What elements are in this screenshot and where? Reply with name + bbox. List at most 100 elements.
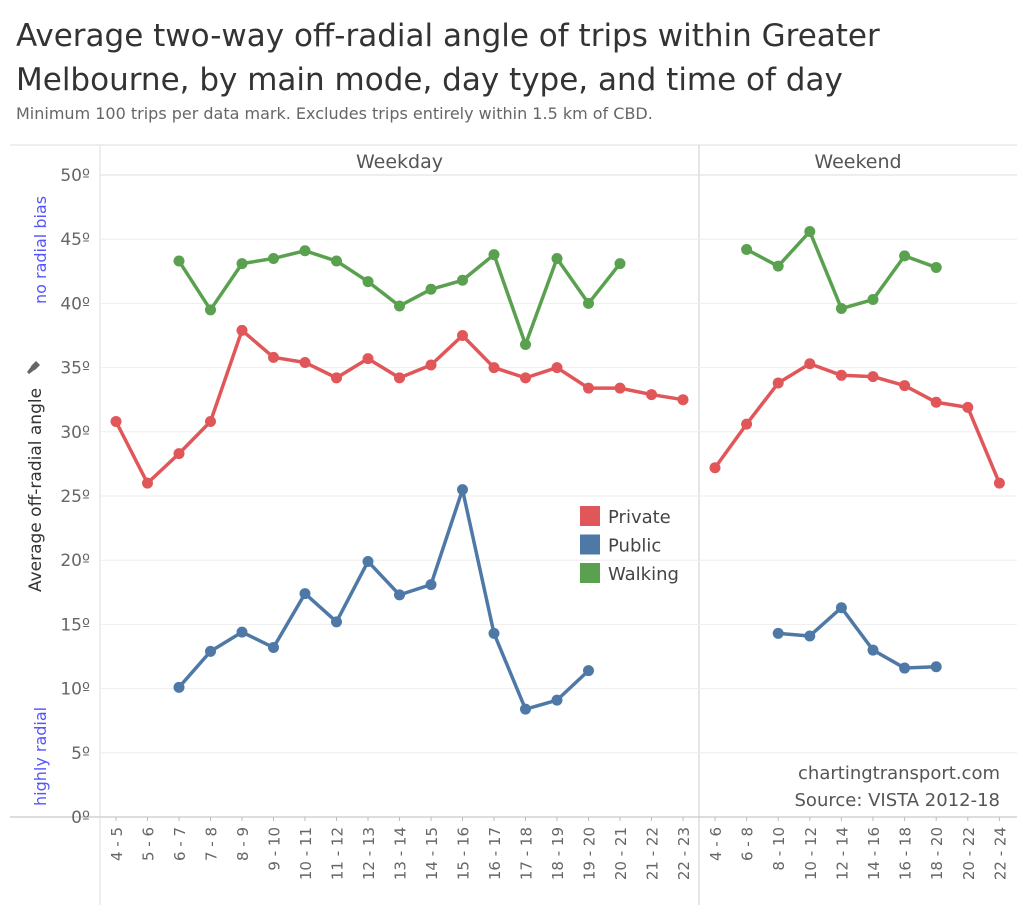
data-point-private: [804, 358, 816, 370]
legend-label-walking: Walking: [608, 564, 679, 585]
data-point-walking: [867, 294, 879, 306]
x-tick-label: 10 - 11: [297, 827, 315, 880]
y-tick-label: 45º: [60, 230, 90, 250]
data-point-public: [457, 484, 468, 496]
x-tick-label: 4 - 6: [707, 827, 725, 861]
data-point-walking: [173, 255, 185, 267]
data-point-private: [362, 353, 374, 365]
annotation-highly-radial: highly radial: [31, 707, 50, 806]
series-line-public-weekend: [778, 605, 937, 670]
y-tick-label: 50º: [60, 166, 90, 186]
data-point-private: [867, 371, 879, 383]
x-tick-label: 13 - 14: [392, 827, 410, 880]
y-tick-label: 0º: [71, 808, 90, 828]
x-tick-label: 10 - 12: [802, 827, 820, 880]
data-point-walking: [930, 261, 942, 273]
data-point-walking: [899, 250, 911, 262]
legend-swatch-private: [580, 506, 600, 526]
legend-label-private: Private: [608, 507, 671, 528]
x-tick-label: 14 - 16: [865, 827, 883, 880]
panel-header-weekday: Weekday: [356, 151, 443, 173]
data-point-private: [835, 369, 847, 381]
x-tick-label: 9 - 10: [266, 827, 284, 871]
series-line-private-weekend: [713, 361, 1002, 484]
data-point-private: [899, 380, 911, 392]
data-point-walking: [205, 304, 216, 316]
data-point-private: [205, 416, 216, 428]
data-point-private: [394, 372, 405, 384]
data-point-walking: [362, 276, 374, 288]
data-point-private: [425, 359, 437, 371]
data-point-public: [236, 626, 248, 638]
x-tick-label: 18 - 19: [549, 827, 567, 880]
data-point-walking: [299, 245, 311, 257]
data-point-private: [173, 448, 185, 460]
x-tick-label: 6 - 7: [171, 827, 189, 861]
x-tick-label: 12 - 14: [833, 827, 851, 880]
data-point-private: [110, 416, 122, 428]
y-tick-label: 20º: [60, 551, 90, 571]
data-point-public: [331, 616, 342, 628]
x-tick-label: 19 - 20: [581, 827, 599, 880]
data-point-public: [173, 681, 185, 693]
data-point-walking: [236, 258, 248, 270]
data-point-private: [236, 324, 248, 336]
data-point-public: [867, 644, 879, 656]
data-point-public: [268, 642, 279, 654]
x-tick-label: 16 - 18: [897, 827, 915, 880]
data-point-public: [930, 661, 942, 673]
y-tick-label: 35º: [60, 359, 90, 379]
x-tick-label: 20 - 21: [612, 827, 630, 880]
x-tick-label: 18 - 20: [928, 827, 946, 880]
x-tick-label: 7 - 8: [203, 827, 221, 861]
x-tick-label: 16 - 17: [486, 827, 504, 880]
data-point-walking: [268, 252, 279, 264]
x-tick-label: 6 - 8: [739, 827, 757, 861]
legend-label-public: Public: [608, 536, 661, 557]
data-point-public: [394, 589, 405, 601]
x-tick-label: 22 - 24: [991, 827, 1009, 880]
data-point-private: [614, 382, 626, 394]
data-point-private: [331, 372, 342, 384]
data-point-private: [299, 356, 311, 368]
y-tick-label: 10º: [60, 680, 90, 700]
x-tick-label: 8 - 9: [234, 827, 252, 861]
data-point-walking: [804, 225, 816, 237]
data-point-private: [551, 362, 563, 374]
data-point-walking: [520, 338, 531, 350]
data-point-public: [520, 703, 531, 715]
pin-icon: [27, 361, 40, 374]
data-point-private: [457, 330, 468, 341]
x-tick-label: 22 - 23: [675, 827, 693, 880]
data-point-walking: [331, 255, 342, 267]
x-tick-label: 12 - 13: [360, 827, 378, 880]
data-point-private: [772, 377, 784, 389]
y-tick-label: 30º: [60, 423, 90, 443]
data-point-public: [899, 662, 911, 674]
y-tick-label: 25º: [60, 487, 90, 507]
data-point-public: [835, 602, 847, 614]
chart-subtitle: Minimum 100 trips per data mark. Exclude…: [16, 104, 653, 123]
data-point-private: [962, 401, 974, 413]
data-point-public: [425, 579, 437, 591]
data-point-walking: [835, 303, 847, 315]
data-point-private: [646, 389, 657, 401]
data-point-private: [488, 362, 500, 374]
x-tick-label: 20 - 22: [960, 827, 978, 880]
data-point-public: [205, 645, 216, 657]
data-point-private: [142, 477, 153, 489]
x-tick-label: 21 - 22: [644, 827, 662, 880]
y-tick-label: 40º: [60, 294, 90, 314]
legend-swatch-walking: [580, 563, 600, 583]
data-point-walking: [583, 297, 594, 309]
y-tick-label: 5º: [71, 744, 90, 764]
series-line-private-weekday: [114, 328, 684, 485]
data-point-public: [583, 665, 594, 677]
data-point-walking: [614, 258, 626, 270]
data-point-private: [677, 394, 689, 406]
data-point-private: [268, 351, 279, 363]
x-tick-label: 11 - 12: [329, 827, 347, 880]
data-point-private: [993, 477, 1005, 489]
